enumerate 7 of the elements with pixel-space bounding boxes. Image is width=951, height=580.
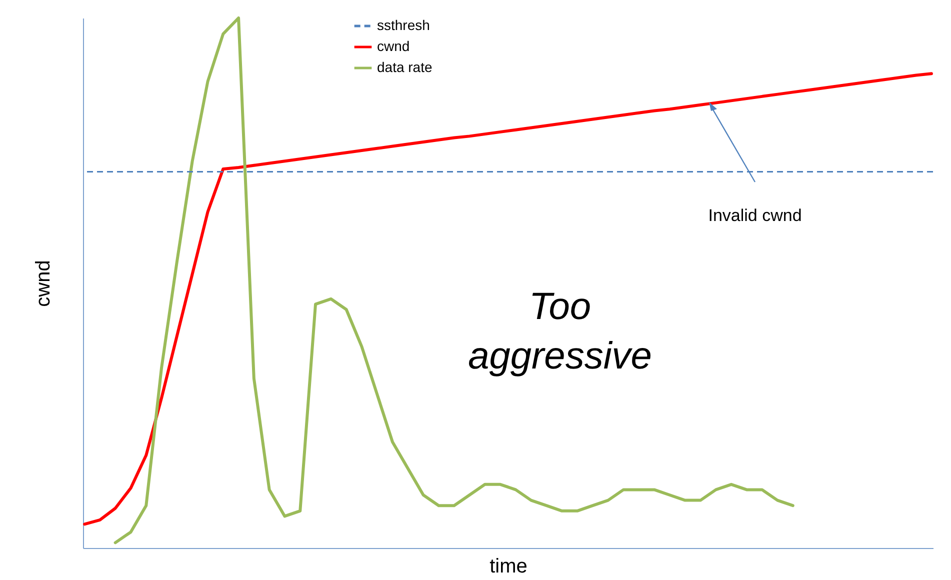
legend-label: data rate (377, 59, 432, 75)
y-axis-title: cwnd (32, 260, 54, 307)
annotation: Too aggressive (468, 286, 652, 378)
legend-label: cwnd (377, 38, 410, 54)
legend-label: ssthresh (377, 17, 430, 33)
x-axis-title: time (490, 556, 528, 578)
annotation: Invalid cwnd (708, 206, 802, 225)
